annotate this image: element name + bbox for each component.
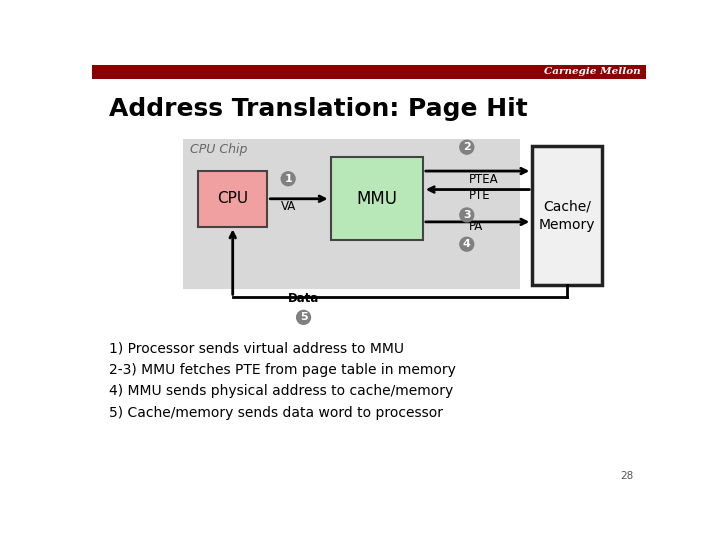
Text: PTE: PTE [469,189,491,202]
Text: MMU: MMU [356,190,397,208]
Text: VA: VA [281,200,296,213]
Bar [532,146,601,285]
FancyArrowPatch shape [426,219,526,225]
Bar [183,139,520,289]
Text: PTEA: PTEA [469,173,499,186]
FancyArrowPatch shape [429,187,529,192]
Text: CPU Chip: CPU Chip [190,143,248,156]
Text: 2-3) MMU fetches PTE from page table in memory: 2-3) MMU fetches PTE from page table in … [109,363,456,377]
Text: 5: 5 [300,312,307,322]
FancyArrowPatch shape [230,232,235,294]
Bar [330,157,423,240]
Text: 3: 3 [463,210,471,220]
Text: 4: 4 [463,239,471,249]
Bar [198,171,267,226]
FancyArrowPatch shape [270,196,325,201]
Circle shape [297,310,310,325]
Circle shape [460,208,474,222]
Text: Cache/
Memory: Cache/ Memory [539,199,595,232]
Text: 2: 2 [463,142,471,152]
Text: Carnegie Mellon: Carnegie Mellon [544,68,641,76]
Text: 28: 28 [620,471,633,481]
Circle shape [460,140,474,154]
Text: 4) MMU sends physical address to cache/memory: 4) MMU sends physical address to cache/m… [109,384,453,399]
Text: CPU: CPU [217,191,248,206]
Text: 1: 1 [284,174,292,184]
Text: Data: Data [288,292,319,305]
Bar [92,65,647,79]
Text: PA: PA [469,220,483,233]
FancyArrowPatch shape [426,168,526,174]
Text: 5) Cache/memory sends data word to processor: 5) Cache/memory sends data word to proce… [109,406,443,420]
Text: 1) Processor sends virtual address to MMU: 1) Processor sends virtual address to MM… [109,341,404,355]
Circle shape [460,237,474,251]
Circle shape [282,172,295,186]
Text: Address Translation: Page Hit: Address Translation: Page Hit [109,97,528,122]
